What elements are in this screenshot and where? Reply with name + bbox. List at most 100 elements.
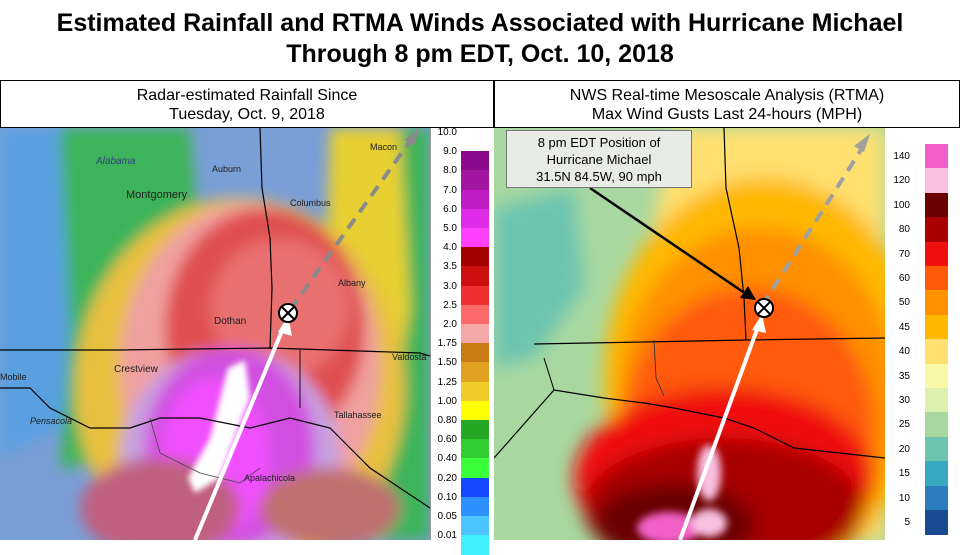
track-arrowhead — [854, 134, 870, 152]
callout-pointer-head — [740, 286, 756, 300]
wind-legend-swatch — [925, 436, 948, 462]
wind-legend-swatch — [925, 192, 948, 218]
callout-line-2: Hurricane Michael — [546, 152, 652, 167]
rainfall-panel-heading: Radar-estimated Rainfall Since Tuesday, … — [0, 80, 494, 128]
past-track-line — [193, 325, 286, 540]
callout-line-1: 8 pm EDT Position of — [537, 135, 661, 150]
wind-legend-label: 80 — [898, 224, 910, 236]
callout-pointer — [589, 186, 753, 300]
rainfall-legend-label: 10.0 — [437, 127, 457, 138]
rainfall-legend-label: 1.25 — [437, 376, 457, 388]
rainfall-legend-label: 9.0 — [443, 146, 457, 158]
rainfall-legend-label: 4.0 — [443, 242, 457, 254]
wind-legend-swatch — [925, 241, 948, 267]
rainfall-heading-line-2: Tuesday, Oct. 9, 2018 — [169, 106, 325, 123]
wind-legend-swatch — [925, 461, 948, 487]
callout-line-3: 31.5N 84.5W, 90 mph — [536, 169, 662, 184]
rainfall-legend-label: 0.40 — [437, 453, 457, 465]
rainfall-legend-swatch — [461, 516, 489, 536]
rainfall-legend-label: 3.5 — [443, 261, 457, 273]
rainfall-legend-swatch — [461, 439, 489, 459]
rainfall-heading-line-1: Radar-estimated Rainfall Since — [136, 87, 358, 104]
rainfall-legend-label: 7.0 — [443, 184, 457, 196]
wind-panel-heading: NWS Real-time Mesoscale Analysis (RTMA) … — [494, 80, 960, 128]
wind-legend-swatch — [925, 485, 948, 511]
wind-gust-legend: 140 120 100 80 70 60 50 45 40 35 30 25 20 15 10 5 — [885, 128, 960, 540]
hurricane-position-icon — [754, 298, 774, 318]
position-callout: 8 pm EDT Position of Hurricane Michael 3… — [506, 130, 692, 188]
rainfall-legend-swatch — [461, 132, 489, 152]
wind-legend-swatch — [925, 144, 948, 169]
past-track-arrowhead — [752, 314, 766, 333]
wind-legend-label: 30 — [898, 395, 910, 406]
rainfall-legend-swatch — [461, 362, 489, 383]
past-track-line — [678, 323, 761, 540]
forecast-track-dashed — [760, 140, 868, 308]
rainfall-legend-label: 1.00 — [437, 395, 457, 407]
wind-legend-swatch — [925, 266, 948, 291]
rainfall-legend-label: 0.80 — [437, 415, 457, 426]
wind-legend-label: 100 — [893, 199, 910, 211]
page-title: Estimated Rainfall and RTMA Winds Associ… — [0, 8, 960, 70]
wind-gust-map — [494, 128, 885, 540]
rainfall-legend-label: 1.75 — [437, 338, 457, 350]
rainfall-legend-swatch — [461, 381, 489, 402]
place-label: Montgomery — [126, 189, 188, 201]
wind-legend-label: 40 — [898, 346, 910, 358]
hurricane-position-icon — [278, 303, 298, 323]
rainfall-legend-label: 2.5 — [443, 299, 457, 311]
wind-legend-label: 20 — [898, 443, 910, 455]
place-label: Albany — [338, 278, 366, 288]
wind-legend-swatch — [925, 510, 948, 535]
place-label: Valdosta — [392, 352, 426, 362]
wind-legend-swatch — [925, 412, 948, 438]
rainfall-legend-swatch — [461, 151, 489, 171]
place-label: Apalachicola — [244, 473, 295, 483]
place-label: Alabama — [95, 156, 136, 167]
rainfall-legend-label: 0.05 — [437, 511, 457, 522]
wind-legend-label: 70 — [898, 248, 910, 260]
place-label: Mobile — [0, 372, 27, 382]
forecast-track-dashed — [288, 128, 420, 312]
rainfall-legend-label: 0.20 — [437, 472, 457, 484]
place-label: Dothan — [214, 316, 246, 327]
title-line-1: Estimated Rainfall and RTMA Winds Associ… — [56, 9, 904, 37]
place-label: Columbus — [290, 198, 331, 208]
wind-legend-label: 60 — [898, 273, 910, 284]
wind-legend-swatch — [925, 339, 948, 365]
rainfall-legend-label: 0.01 — [437, 530, 457, 542]
place-label: Macon — [370, 142, 397, 152]
wind-legend-swatch — [925, 363, 948, 389]
wind-heading-line-2: Max Wind Gusts Last 24-hours (MPH) — [591, 106, 863, 123]
place-label: Tallahassee — [334, 410, 382, 420]
track-arrowhead — [404, 128, 420, 146]
rainfall-legend-swatch — [461, 496, 489, 517]
wind-legend-swatch — [925, 290, 948, 316]
title-line-2: Through 8 pm EDT, Oct. 10, 2018 — [286, 40, 674, 68]
wind-legend-label: 10 — [898, 492, 910, 504]
wind-legend-label: 120 — [893, 175, 910, 187]
place-label: Crestview — [114, 364, 159, 375]
wind-legend-swatch — [925, 314, 948, 340]
wind-legend-swatch — [925, 168, 948, 194]
place-label: Auburn — [212, 164, 241, 174]
rainfall-legend-swatch — [461, 477, 489, 498]
wind-legend-label: 50 — [898, 297, 910, 309]
rainfall-legend-label: 2.0 — [443, 319, 457, 330]
rainfall-map-graphic: Alabama Montgomery Auburn Columbus Macon… — [0, 128, 430, 540]
rainfall-legend-swatch — [461, 170, 489, 191]
rainfall-legend-label: 3.0 — [443, 280, 457, 292]
rainfall-legend-swatch — [461, 208, 489, 229]
rainfall-legend-label: 0.10 — [437, 491, 457, 503]
wind-legend-label: 5 — [904, 517, 910, 528]
rainfall-legend-swatch — [461, 304, 489, 325]
rainfall-legend-swatch — [461, 343, 489, 363]
wind-legend-swatch — [925, 217, 948, 243]
wind-legend-swatch — [925, 388, 948, 413]
rainfall-legend: 10.0 9.0 8.0 7.0 6.0 5.0 4.0 3.5 3.0 2.5 2.0 1.75 1.… — [430, 127, 494, 555]
rainfall-legend-swatch — [461, 228, 489, 248]
rainfall-legend-label: 1.50 — [437, 357, 457, 369]
wind-legend-label: 45 — [898, 321, 910, 333]
wind-legend-label: 35 — [898, 370, 910, 382]
wind-legend-label: 25 — [898, 419, 910, 431]
